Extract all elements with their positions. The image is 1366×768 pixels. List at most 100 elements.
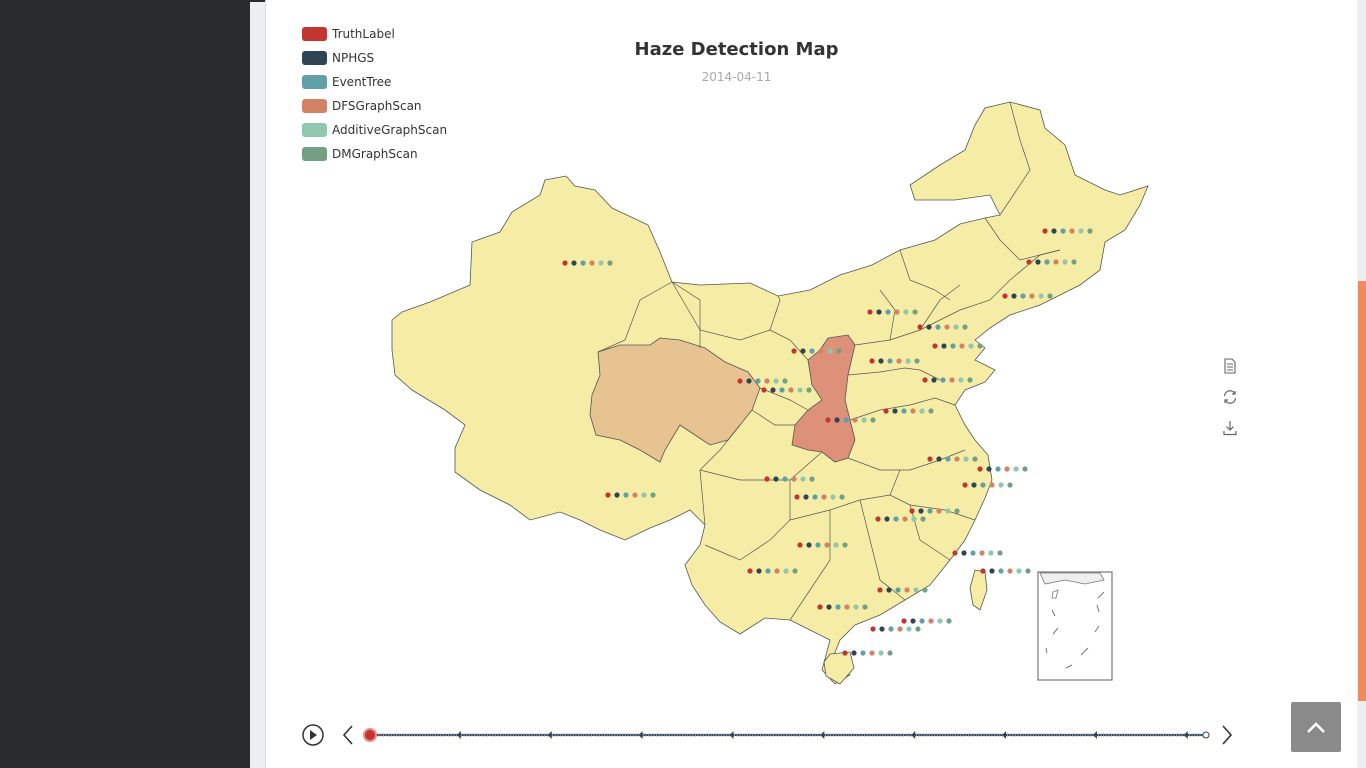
next-icon[interactable] [1222, 725, 1233, 745]
scrollbar-thumb[interactable] [1358, 281, 1366, 701]
legend-item-nphgs[interactable]: NPHGS [302, 46, 447, 70]
map-marker-dot [571, 260, 577, 266]
map-marker-dot [821, 494, 827, 500]
map-marker-dot [797, 387, 803, 393]
map-marker-dot [842, 650, 848, 656]
map-marker-dot [932, 343, 938, 349]
map-marker-dot [770, 387, 776, 393]
map-marker-dot [986, 466, 992, 472]
legend-label: AdditiveGraphScan [332, 123, 448, 137]
timeline-marker[interactable] [1002, 731, 1007, 739]
map-marker-dot [1044, 259, 1050, 265]
map-marker-dot [915, 626, 921, 632]
save-image-icon[interactable] [1222, 420, 1238, 436]
map-marker-dot [806, 542, 812, 548]
map-marker-dot [1013, 466, 1019, 472]
timeline-end[interactable] [1202, 731, 1210, 739]
timeline-marker[interactable] [820, 731, 825, 739]
map-marker-dot [817, 604, 823, 610]
map-marker-dot [998, 482, 1004, 488]
map-marker-dot [650, 492, 656, 498]
map-marker-dot [1053, 259, 1059, 265]
legend-item-dmgraphscan[interactable]: DMGraphScan [302, 142, 447, 166]
map-marker-dot [961, 550, 967, 556]
map-marker-dot [897, 626, 903, 632]
map-marker-dot [1062, 259, 1068, 265]
map-marker-dot [877, 587, 883, 593]
legend-item-additivegraphscan[interactable]: AdditiveGraphScan [302, 118, 447, 142]
map-marker-dot [962, 482, 968, 488]
map-marker-dot [815, 542, 821, 548]
scroll-to-top-button[interactable] [1291, 702, 1341, 752]
map-marker-dot [936, 456, 942, 462]
map-marker-dot [747, 568, 753, 574]
timeline-marker[interactable] [1183, 731, 1188, 739]
map-marker-dot [931, 377, 937, 383]
play-icon[interactable] [302, 724, 324, 746]
map-marker-dot [878, 650, 884, 656]
map-marker-dot [834, 417, 840, 423]
map-marker-dot [888, 626, 894, 632]
map-marker-dot [1087, 228, 1093, 234]
legend-item-eventtree[interactable]: EventTree [302, 70, 447, 94]
timeline-marker[interactable] [547, 731, 552, 739]
province-boundary [671, 281, 809, 361]
map-marker-dot [1020, 293, 1026, 299]
map-marker-dot [1007, 568, 1013, 574]
timeline-marker[interactable] [911, 731, 916, 739]
map-marker-dot [945, 456, 951, 462]
map-marker-dot [892, 408, 898, 414]
timeline-handle[interactable] [363, 728, 377, 742]
map-marker-dot [911, 516, 917, 522]
province-boundary [751, 409, 795, 426]
map-marker-dot [1051, 228, 1057, 234]
legend-swatch [302, 75, 327, 89]
map-marker-dot [1029, 293, 1035, 299]
map-marker-dot [894, 309, 900, 315]
map-marker-dot [867, 309, 873, 315]
map-marker-dot [912, 309, 918, 315]
region-hainan[interactable] [823, 651, 855, 685]
map-marker-dot [580, 260, 586, 266]
map-marker-dot [833, 542, 839, 548]
map-marker-dot [920, 516, 926, 522]
map-marker-dot [886, 587, 892, 593]
prev-icon[interactable] [342, 725, 353, 745]
map-marker-dot [918, 508, 924, 514]
province-boundary [859, 499, 906, 601]
province-boundary [671, 281, 701, 348]
legend-label: DFSGraphScan [332, 99, 422, 113]
restore-icon[interactable] [1222, 389, 1238, 405]
legend: TruthLabel NPHGS EventTree DFSGraphScan … [302, 22, 447, 166]
map-marker-dot [737, 378, 743, 384]
map-marker-dot [746, 378, 752, 384]
region-taiwan[interactable] [969, 569, 988, 611]
legend-item-truthlabel[interactable]: TruthLabel [302, 22, 447, 46]
timeline-marker[interactable] [1092, 731, 1097, 739]
map-marker-dot [967, 377, 973, 383]
map-marker-dot [970, 550, 976, 556]
map-marker-dot [952, 550, 958, 556]
timeline-marker[interactable] [729, 731, 734, 739]
timeline-marker[interactable] [456, 731, 461, 739]
map-marker-dot [913, 587, 919, 593]
region-qinghai[interactable] [589, 337, 761, 463]
map-marker-dot [928, 618, 934, 624]
map-marker-dot [773, 476, 779, 482]
map-marker-dot [945, 508, 951, 514]
map-marker-dot [791, 348, 797, 354]
region-china-outline[interactable] [391, 101, 1149, 685]
map-marker-dot [998, 568, 1004, 574]
map-marker-dot [791, 476, 797, 482]
timeline-marker[interactable] [638, 731, 643, 739]
map-markers [562, 228, 1093, 656]
map-marker-dot [806, 387, 812, 393]
map-marker-dot [953, 324, 959, 330]
map-marker-dot [1047, 293, 1053, 299]
map-marker-dot [797, 542, 803, 548]
map-marker-dot [869, 358, 875, 364]
map-marker-dot [800, 348, 806, 354]
data-view-icon[interactable] [1222, 358, 1238, 374]
map-marker-dot [917, 324, 923, 330]
legend-item-dfsgraphscan[interactable]: DFSGraphScan [302, 94, 447, 118]
